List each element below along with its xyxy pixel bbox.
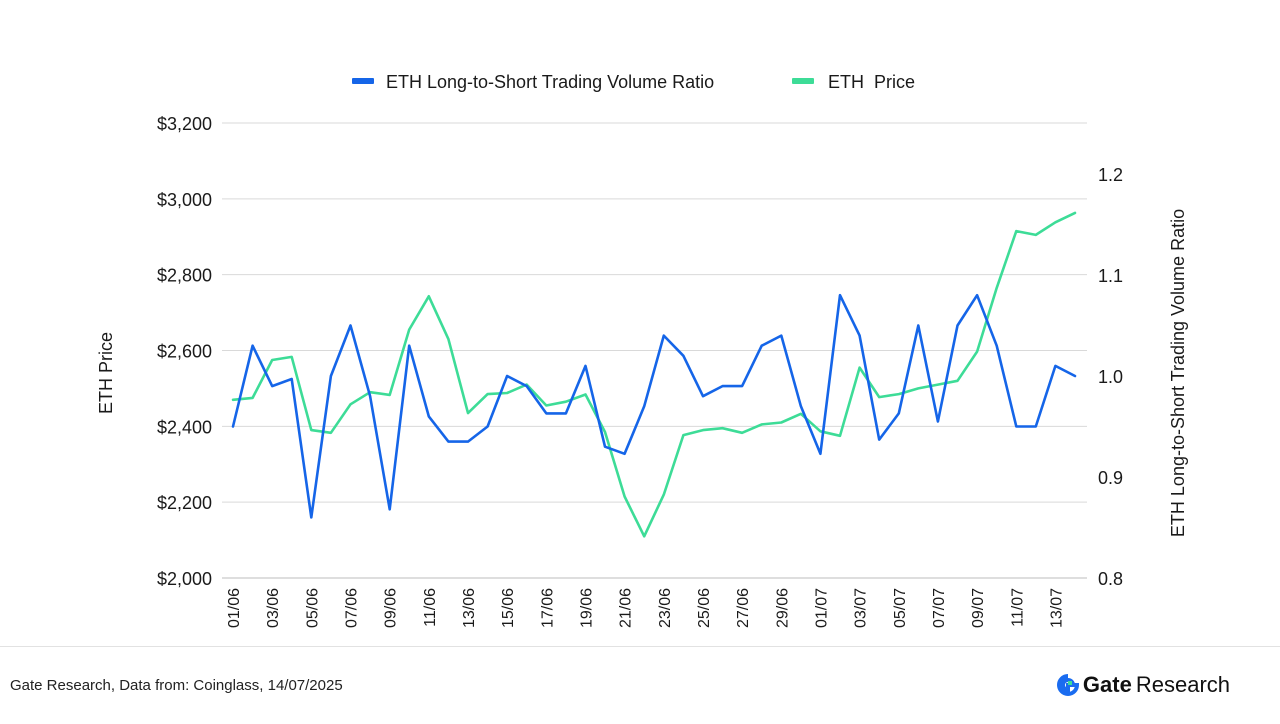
y-left-tick-label: $3,200 bbox=[157, 114, 212, 134]
gate-logo-icon bbox=[1056, 674, 1079, 696]
x-tick-label: 29/06 bbox=[774, 588, 791, 628]
y-right-axis: 0.8 0.9 1.0 1.1 1.2 bbox=[1098, 165, 1123, 589]
y-axis-right-label: ETH Long-to-Short Trading Volume Ratio bbox=[1168, 209, 1188, 537]
x-tick-label: 07/06 bbox=[343, 588, 360, 628]
x-tick-label: 01/06 bbox=[226, 588, 243, 628]
y-right-tick-label: 1.1 bbox=[1098, 266, 1123, 286]
x-tick-label: 27/06 bbox=[735, 588, 752, 628]
x-tick-label: 05/06 bbox=[304, 588, 321, 628]
x-tick-label: 03/06 bbox=[265, 588, 282, 628]
x-axis: 01/06 03/06 05/06 07/06 09/06 11/06 13/06 15/06… bbox=[226, 588, 1065, 628]
y-right-tick-label: 1.2 bbox=[1098, 165, 1123, 185]
x-tick-label: 17/06 bbox=[539, 588, 556, 628]
source-note: Gate Research, Data from: Coinglass, 14/… bbox=[10, 677, 343, 694]
legend: ETH Long-to-Short Trading Volume Ratio E… bbox=[352, 72, 915, 92]
x-tick-label: 19/06 bbox=[578, 588, 595, 628]
x-tick-label: 01/07 bbox=[813, 588, 830, 628]
x-tick-label: 03/07 bbox=[853, 588, 870, 628]
y-left-tick-label: $2,200 bbox=[157, 493, 212, 513]
legend-swatch-price bbox=[792, 78, 814, 84]
y-left-tick-label: $2,000 bbox=[157, 569, 212, 589]
x-tick-label: 11/06 bbox=[422, 588, 439, 627]
y-left-axis: $2,000 $2,200 $2,400 $2,600 $2,800 $3,000 $3,2… bbox=[157, 114, 212, 589]
x-tick-label: 25/06 bbox=[696, 588, 713, 628]
x-tick-label: 15/06 bbox=[500, 588, 517, 628]
legend-label-ratio: ETH Long-to-Short Trading Volume Ratio bbox=[386, 72, 714, 92]
brand-suffix: Research bbox=[1135, 672, 1230, 697]
y-axis-left-label: ETH Price bbox=[96, 332, 116, 414]
x-tick-label: 05/07 bbox=[892, 588, 909, 628]
x-tick-label: 23/06 bbox=[657, 588, 674, 628]
x-tick-label: 13/06 bbox=[461, 588, 478, 628]
x-tick-label: 11/07 bbox=[1009, 588, 1026, 627]
x-tick-label: 13/07 bbox=[1048, 588, 1065, 628]
series-lines bbox=[231, 211, 1077, 538]
y-left-tick-label: $3,000 bbox=[157, 190, 212, 210]
y-right-tick-label: 0.8 bbox=[1098, 569, 1123, 589]
brand-logo: Gate Research bbox=[1056, 670, 1230, 700]
y-left-tick-label: $2,600 bbox=[157, 342, 212, 362]
legend-label-price: ETH Price bbox=[828, 72, 915, 92]
footer-divider bbox=[0, 646, 1280, 647]
y-left-tick-label: $2,400 bbox=[157, 417, 212, 437]
x-tick-label: 09/07 bbox=[970, 588, 987, 628]
legend-swatch-ratio bbox=[352, 78, 374, 84]
series-line-price bbox=[231, 211, 1077, 538]
brand-name: Gate bbox=[1082, 672, 1132, 697]
y-right-tick-label: 0.9 bbox=[1098, 468, 1123, 488]
gridlines bbox=[222, 122, 1087, 579]
series-line-ratio bbox=[231, 293, 1077, 519]
y-left-tick-label: $2,800 bbox=[157, 266, 212, 286]
x-tick-label: 07/07 bbox=[931, 588, 948, 628]
y-right-tick-label: 1.0 bbox=[1098, 367, 1123, 387]
x-tick-label: 21/06 bbox=[618, 588, 635, 628]
x-tick-label: 09/06 bbox=[383, 588, 400, 628]
